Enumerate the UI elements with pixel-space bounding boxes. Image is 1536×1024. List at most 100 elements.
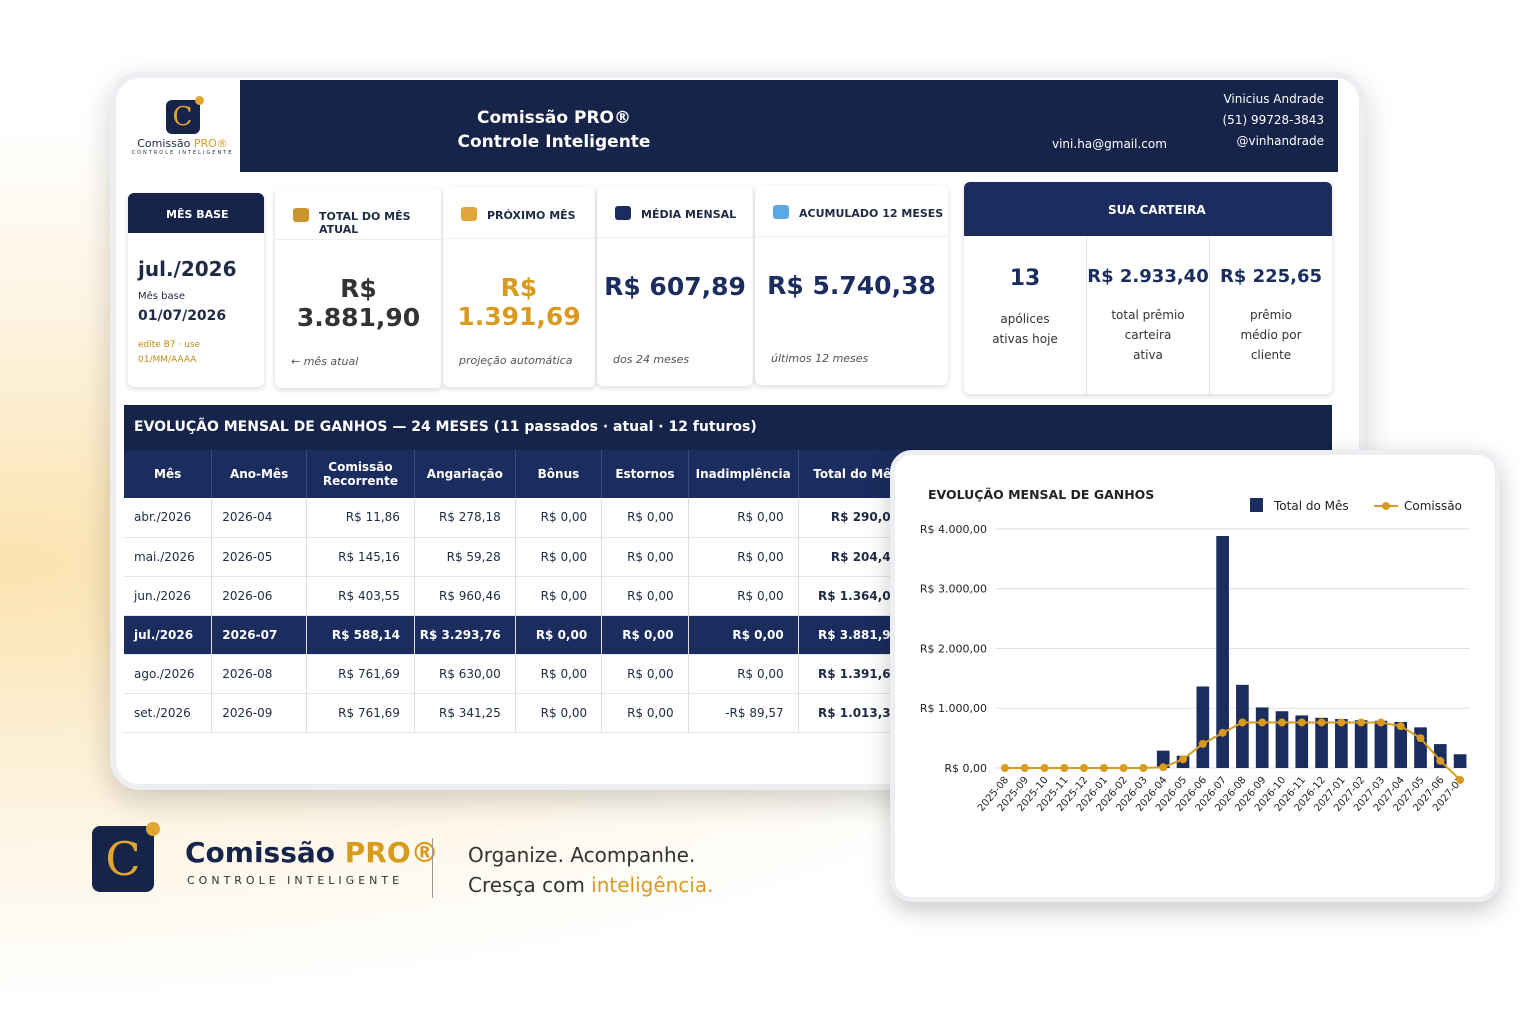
portfolio-value: R$ 225,65 (1219, 266, 1323, 287)
table-cell: R$ 0,00 (601, 615, 689, 655)
bar (1354, 720, 1368, 768)
footer-brand-word: Comissão (185, 836, 336, 869)
table: Mês Ano-Mês Comissão Recorrente Angariação B… (124, 450, 915, 733)
portfolio-item: R$ 225,65 prêmio médio por cliente (1210, 236, 1332, 394)
table-header: Mês Ano-Mês Comissão Recorrente Angariação B… (124, 450, 915, 498)
line-point (1337, 718, 1346, 727)
line-point (1297, 718, 1306, 727)
y-tick-label: R$ 0,00 (944, 762, 987, 775)
column-header: Inadimplência (688, 450, 799, 498)
line-point (1317, 718, 1326, 727)
logo-mark: C (165, 96, 204, 134)
logo-dot (146, 822, 160, 836)
line-point (1198, 739, 1207, 748)
table-cell: jun./2026 (124, 576, 213, 616)
portfolio-label: prêmio médio por cliente (1240, 308, 1302, 362)
bar (1453, 754, 1467, 768)
logo-name: Comissão PRO® (125, 137, 240, 150)
line-point (1277, 718, 1286, 727)
logo-tagline: CONTROLE INTELIGENTE (131, 150, 234, 156)
bar (1156, 750, 1170, 768)
table-title: EVOLUÇÃO MENSAL DE GANHOS — 24 MESES (11… (124, 405, 1332, 450)
table-cell: R$ 630,00 (414, 654, 516, 694)
table-cell: 2026-07 (211, 615, 307, 655)
table-cell: 2026-04 (211, 498, 307, 538)
header-bar: Comissão PRO® Controle Inteligente Vinic… (240, 80, 1338, 172)
kpi-icon (773, 205, 789, 219)
line-point (1357, 718, 1366, 727)
table-cell: R$ 0,00 (688, 576, 799, 616)
column-header: Comissão Recorrente (306, 450, 415, 498)
header-logo: C Comissão PRO® CONTROLE INTELIGENTE (125, 88, 240, 170)
contact-email: vini.ha@gmail.com (1052, 137, 1167, 151)
portfolio-label: apólices ativas hoje (992, 312, 1058, 346)
table-row: abr./2026 2026-04 R$ 11,86 R$ 278,18 R$ 0,00… (124, 498, 915, 538)
table-cell: R$ 145,16 (306, 537, 415, 577)
kpi-icon (615, 206, 631, 220)
table-cell: R$ 0,00 (601, 693, 689, 733)
portfolio-items: 13 apólices ativas hoje R$ 2.933,40 total p… (964, 236, 1332, 394)
column-header: Ano-Mês (211, 450, 307, 498)
column-header: Estornos (601, 450, 689, 498)
line-point (1238, 718, 1247, 727)
logo-pro: PRO® (193, 137, 228, 150)
table-cell: R$ 3.293,76 (414, 615, 516, 655)
bar (1196, 686, 1210, 768)
kpi-note: ← mês atual (291, 355, 359, 368)
kpi-icon (293, 208, 309, 222)
table-cell: 2026-06 (211, 576, 307, 616)
line-point (1456, 775, 1465, 784)
table-cell: R$ 0,00 (515, 537, 603, 577)
y-tick-label: R$ 3.000,00 (920, 583, 987, 596)
bar (1335, 718, 1348, 768)
footer-logo-letter: C (105, 832, 141, 886)
line-point (1080, 764, 1089, 772)
line-point (1218, 728, 1227, 737)
table-cell: R$ 0,00 (688, 654, 799, 694)
kpi-note: últimos 12 meses (771, 352, 869, 365)
legend-marker (1382, 502, 1390, 510)
bar (1275, 711, 1289, 768)
bar (1315, 717, 1328, 768)
legend-swatch (1250, 498, 1263, 512)
line-point (1060, 764, 1069, 772)
kpi-card: ACUMULADO 12 MESES R$ 5.740,38 últimos 12 … (755, 185, 948, 385)
table-cell: R$ 278,18 (414, 498, 516, 538)
portfolio-item: 13 apólices ativas hoje (964, 236, 1087, 394)
kpi-card: TOTAL DO MÊS ATUAL R$ 3.881,90 ← mês atual (275, 188, 442, 388)
slogan-text: Cresça com (468, 873, 592, 897)
table-cell: jul./2026 (124, 615, 213, 655)
kpi-note: dos 24 meses (613, 353, 690, 366)
table-cell: R$ 588,14 (306, 615, 415, 655)
header-subtitle: Controle Inteligente (457, 132, 651, 152)
logo-word: Comissão (137, 137, 191, 150)
footer-brand-pro: PRO® (344, 836, 439, 869)
slogan-highlight: inteligência. (591, 873, 714, 897)
legend-label: Total do Mês (1273, 499, 1349, 513)
bar (1216, 536, 1229, 768)
footer-divider (432, 838, 433, 898)
legend-label: Comissão (1404, 499, 1462, 513)
table-cell: R$ 403,55 (306, 576, 415, 616)
kpi-note: projeção automática (459, 354, 573, 367)
line-point (1000, 764, 1009, 772)
table-cell: mai./2026 (124, 537, 213, 577)
table-cell: R$ 761,69 (306, 654, 415, 694)
line-point (1436, 756, 1445, 765)
footer-logo: C (92, 822, 160, 892)
column-header: Bônus (515, 450, 603, 498)
column-header: Angariação (414, 450, 516, 498)
bar (1255, 707, 1269, 768)
table-cell: R$ 0,00 (688, 498, 799, 538)
base-sublabel: Mês base (138, 291, 186, 302)
kpi-label: ACUMULADO 12 MESES (755, 185, 948, 237)
contact-name: Vinicius Andrade (1223, 92, 1324, 106)
table-cell: R$ 0,00 (515, 615, 603, 655)
contact-phone: (51) 99728-3843 (1222, 113, 1325, 127)
chart: EVOLUÇÃO MENSAL DE GANHOS R$ 0,00 R$ 1.00… (920, 487, 1470, 814)
line (1004, 721, 1461, 781)
table-cell: 2026-08 (211, 654, 307, 694)
table-cell: abr./2026 (124, 498, 213, 538)
table-cell: R$ 11,86 (306, 498, 415, 538)
